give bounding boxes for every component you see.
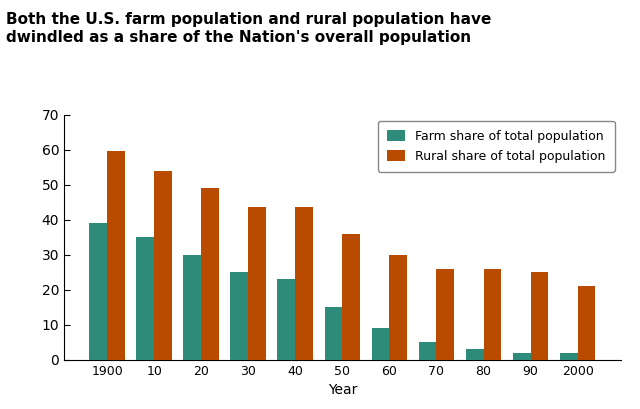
Bar	[278, 279, 295, 360]
Text: Both the U.S. farm population and rural population have
dwindled as a share of t: Both the U.S. farm population and rural …	[6, 12, 492, 45]
Bar	[107, 151, 125, 360]
Bar	[484, 269, 501, 360]
Bar	[513, 353, 531, 360]
Bar	[184, 255, 201, 360]
Bar	[466, 349, 484, 360]
X-axis label: Year: Year	[328, 383, 357, 397]
Legend: Farm share of total population, Rural share of total population: Farm share of total population, Rural sh…	[378, 121, 614, 172]
Bar	[560, 353, 578, 360]
Bar	[248, 207, 266, 360]
Bar	[390, 255, 407, 360]
Bar	[154, 171, 172, 360]
Bar	[230, 272, 248, 360]
Bar	[342, 234, 360, 360]
Bar	[531, 272, 548, 360]
Bar	[372, 328, 390, 360]
Bar	[419, 342, 436, 360]
Bar	[90, 223, 107, 360]
Bar	[578, 286, 595, 360]
Bar	[324, 307, 342, 360]
Bar	[436, 269, 454, 360]
Bar	[295, 207, 313, 360]
Bar	[136, 237, 154, 360]
Bar	[201, 188, 219, 360]
